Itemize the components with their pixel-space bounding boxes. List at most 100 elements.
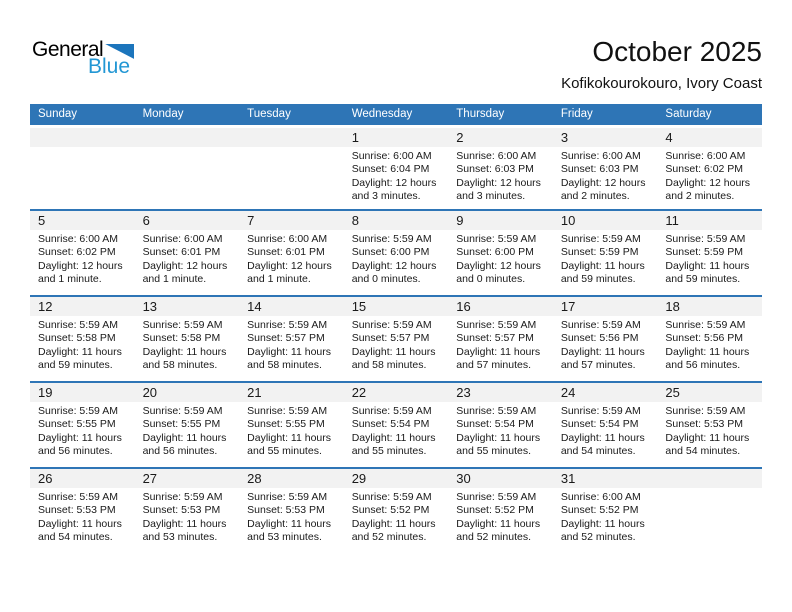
day-cell-21: 21 Sunrise: 5:59 AM Sunset: 5:55 PM Dayligh… [239, 383, 344, 467]
day-details: Sunrise: 5:59 AM Sunset: 5:57 PM Daylight:… [448, 316, 553, 373]
day-details: Sunrise: 6:00 AM Sunset: 6:01 PM Daylight:… [239, 230, 344, 287]
sunset-text: Sunset: 5:55 PM [142, 418, 221, 431]
sunset-text: Sunset: 5:58 PM [38, 332, 116, 345]
day-cell-12: 12 Sunrise: 5:59 AM Sunset: 5:58 PM Dayligh… [30, 297, 135, 381]
logo-text-general: General [32, 38, 104, 61]
weekday-header-sunday: Sunday [38, 108, 78, 120]
day-cell-6: 6 Sunrise: 6:00 AM Sunset: 6:01 PM Daylight… [134, 211, 240, 295]
day-details: Sunrise: 6:00 AM Sunset: 6:03 PM Daylight:… [553, 147, 658, 204]
day-number: 27 [134, 469, 240, 488]
day-number [239, 128, 344, 147]
day-number: 13 [134, 297, 240, 316]
calendar-table: Sunday Monday Tuesday Wednesday Thursday Frid… [30, 104, 762, 553]
day-cell-13: 13 Sunrise: 5:59 AM Sunset: 5:58 PM Dayligh… [134, 297, 240, 381]
day-details: Sunrise: 5:59 AM Sunset: 5:53 PM Daylight:… [135, 488, 240, 545]
week-row-5: 26 Sunrise: 5:59 AM Sunset: 5:53 PM Dayligh… [30, 467, 762, 553]
day-number: 26 [30, 469, 135, 488]
sunrise-text: Sunrise: 5:59 AM [142, 405, 223, 417]
sunset-text: Sunset: 5:59 PM [665, 246, 744, 259]
sunset-text: Sunset: 6:04 PM [351, 163, 430, 176]
title-block: October 2025 Kofikokourokouro, Ivory Coa… [561, 36, 762, 94]
day-details: Sunrise: 5:59 AM Sunset: 5:52 PM Daylight:… [344, 488, 449, 545]
week-row-2: 5 Sunrise: 6:00 AM Sunset: 6:02 PM Daylight… [30, 209, 762, 295]
sunrise-text: Sunrise: 5:59 AM [665, 319, 746, 331]
day-details: Sunrise: 5:59 AM Sunset: 5:54 PM Daylight:… [344, 402, 449, 459]
day-details: Sunrise: 5:59 AM Sunset: 5:53 PM Daylight:… [30, 488, 135, 545]
daylight-text: Daylight: 11 hours and 53 minutes. [247, 517, 331, 544]
day-number: 12 [30, 297, 135, 316]
sunset-text: Sunset: 6:00 PM [351, 246, 430, 259]
sunrise-text: Sunrise: 6:00 AM [560, 150, 641, 162]
sunset-text: Sunset: 5:55 PM [247, 418, 325, 431]
day-cell-9: 9 Sunrise: 5:59 AM Sunset: 6:00 PM Daylight… [448, 211, 553, 295]
day-cell-27: 27 Sunrise: 5:59 AM Sunset: 5:53 PM Dayligh… [134, 469, 240, 553]
day-number: 20 [134, 383, 240, 402]
sunrise-text: Sunrise: 5:59 AM [351, 233, 432, 245]
day-cell-26: 26 Sunrise: 5:59 AM Sunset: 5:53 PM Dayligh… [30, 469, 135, 553]
daylight-text: Daylight: 11 hours and 55 minutes. [247, 431, 331, 458]
day-number: 7 [239, 211, 344, 230]
day-number: 1 [343, 128, 449, 147]
day-details: Sunrise: 5:59 AM Sunset: 5:58 PM Daylight:… [135, 316, 240, 373]
daylight-text: Daylight: 11 hours and 54 minutes. [38, 517, 122, 544]
daylight-text: Daylight: 11 hours and 58 minutes. [247, 345, 331, 372]
day-cell-29: 29 Sunrise: 5:59 AM Sunset: 5:52 PM Dayligh… [343, 469, 449, 553]
day-number: 18 [657, 297, 762, 316]
day-number [134, 128, 240, 147]
logo-text-blue: Blue [87, 55, 130, 78]
daylight-text: Daylight: 11 hours and 54 minutes. [665, 431, 750, 458]
day-cell-10: 10 Sunrise: 5:59 AM Sunset: 5:59 PM Dayligh… [552, 211, 658, 295]
weekday-header-tuesday: Tuesday [247, 108, 291, 120]
day-details: Sunrise: 5:59 AM Sunset: 5:58 PM Daylight:… [30, 316, 135, 373]
day-cell-24: 24 Sunrise: 5:59 AM Sunset: 5:54 PM Dayligh… [552, 383, 658, 467]
day-number: 3 [552, 128, 658, 147]
sunrise-text: Sunrise: 5:59 AM [456, 319, 537, 331]
daylight-text: Daylight: 11 hours and 59 minutes. [560, 259, 645, 286]
sunset-text: Sunset: 6:03 PM [560, 163, 639, 176]
sunrise-text: Sunrise: 6:00 AM [560, 491, 641, 503]
day-details: Sunrise: 5:59 AM Sunset: 5:57 PM Daylight:… [239, 316, 344, 373]
daylight-text: Daylight: 12 hours and 0 minutes. [351, 259, 437, 286]
day-details: Sunrise: 5:59 AM Sunset: 5:56 PM Daylight:… [657, 316, 762, 373]
daylight-text: Daylight: 11 hours and 56 minutes. [142, 431, 227, 458]
empty-day-cell [30, 128, 135, 209]
day-number: 2 [448, 128, 553, 147]
week-row-3: 12 Sunrise: 5:59 AM Sunset: 5:58 PM Dayligh… [30, 295, 762, 381]
weekday-header-friday: Friday [560, 108, 593, 120]
sunrise-text: Sunrise: 6:00 AM [456, 150, 537, 162]
sunset-text: Sunset: 5:52 PM [351, 504, 430, 517]
sunset-text: Sunset: 6:01 PM [142, 246, 221, 259]
day-number: 21 [239, 383, 344, 402]
sunrise-text: Sunrise: 5:59 AM [351, 319, 432, 331]
day-cell-18: 18 Sunrise: 5:59 AM Sunset: 5:56 PM Dayligh… [657, 297, 762, 381]
day-number: 5 [30, 211, 135, 230]
daylight-text: Daylight: 11 hours and 57 minutes. [560, 345, 645, 372]
day-details: Sunrise: 5:59 AM Sunset: 5:56 PM Daylight:… [553, 316, 658, 373]
day-number: 4 [657, 128, 762, 147]
day-details: Sunrise: 5:59 AM Sunset: 6:00 PM Daylight:… [448, 230, 553, 287]
sunset-text: Sunset: 5:57 PM [247, 332, 325, 345]
daylight-text: Daylight: 11 hours and 52 minutes. [456, 517, 541, 544]
daylight-text: Daylight: 11 hours and 53 minutes. [142, 517, 227, 544]
sunrise-text: Sunrise: 6:00 AM [665, 150, 746, 162]
sunset-text: Sunset: 5:56 PM [665, 332, 744, 345]
weekday-header-row: Sunday Monday Tuesday Wednesday Thursday Frid… [30, 104, 762, 125]
day-details: Sunrise: 5:59 AM Sunset: 5:52 PM Daylight:… [448, 488, 553, 545]
sunset-text: Sunset: 5:52 PM [560, 504, 639, 517]
sunset-text: Sunset: 6:01 PM [247, 246, 325, 259]
sunset-text: Sunset: 5:54 PM [351, 418, 430, 431]
day-cell-25: 25 Sunrise: 5:59 AM Sunset: 5:53 PM Dayligh… [657, 383, 762, 467]
daylight-text: Daylight: 12 hours and 2 minutes. [665, 176, 751, 203]
day-number [30, 128, 135, 147]
day-details: Sunrise: 6:00 AM Sunset: 6:03 PM Daylight:… [448, 147, 553, 204]
day-number: 25 [657, 383, 762, 402]
day-cell-30: 30 Sunrise: 5:59 AM Sunset: 5:52 PM Dayligh… [448, 469, 553, 553]
sunrise-text: Sunrise: 5:59 AM [38, 491, 118, 503]
daylight-text: Daylight: 12 hours and 1 minute. [142, 259, 228, 286]
daylight-text: Daylight: 12 hours and 1 minute. [247, 259, 332, 286]
day-cell-14: 14 Sunrise: 5:59 AM Sunset: 5:57 PM Dayligh… [239, 297, 344, 381]
day-details: Sunrise: 5:59 AM Sunset: 5:55 PM Daylight:… [30, 402, 135, 459]
sunrise-text: Sunrise: 5:59 AM [456, 405, 537, 417]
day-details: Sunrise: 6:00 AM Sunset: 6:04 PM Daylight:… [344, 147, 449, 204]
sunrise-text: Sunrise: 5:59 AM [351, 405, 432, 417]
